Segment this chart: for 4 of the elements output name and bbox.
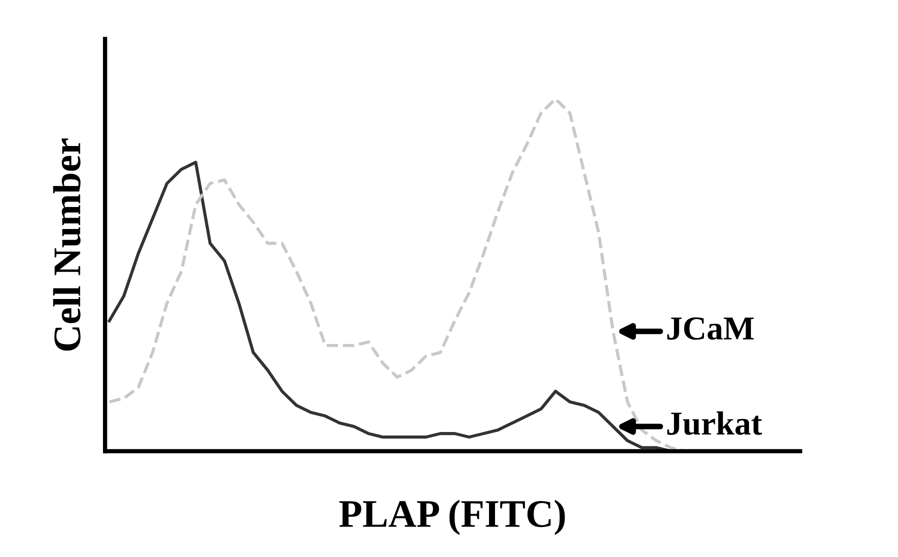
series-label: Jurkat	[667, 411, 762, 435]
series-label: JCaM	[667, 317, 754, 340]
y-axis-title: Cell Number	[53, 138, 81, 351]
x-axis-title: PLAP (FITC)	[339, 500, 565, 536]
